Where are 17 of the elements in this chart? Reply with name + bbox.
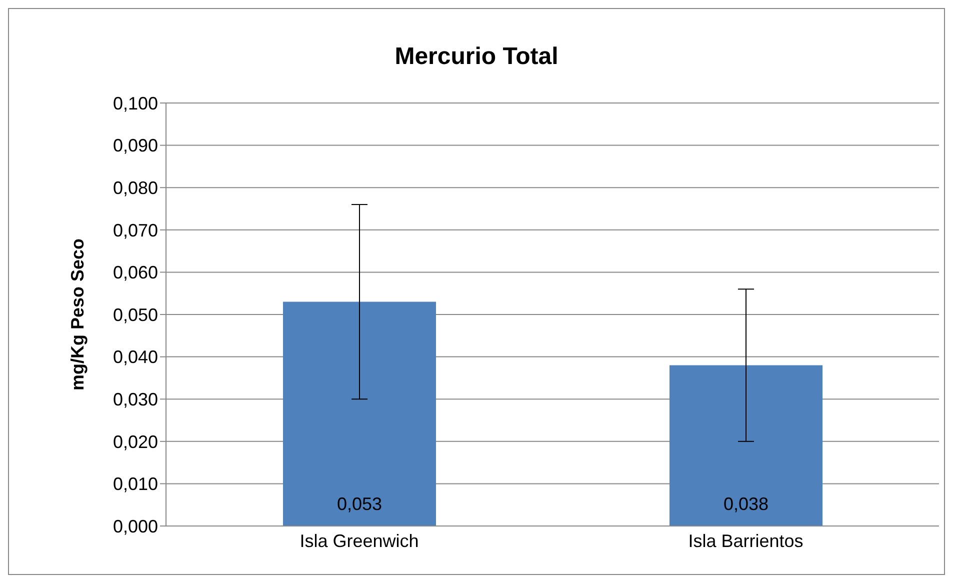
y-tick-label: 0,030 bbox=[112, 389, 158, 410]
y-tick-label: 0,040 bbox=[112, 347, 158, 368]
y-tick-label: 0,050 bbox=[112, 304, 158, 325]
y-tick-label: 0,100 bbox=[112, 93, 158, 114]
chart-title: Mercurio Total bbox=[394, 43, 560, 71]
y-tick-label: 0,090 bbox=[112, 136, 158, 156]
y-tick-label: 0,020 bbox=[112, 432, 158, 452]
y-tick-label: 0,070 bbox=[112, 220, 158, 240]
x-tick-label: Isla Greenwich bbox=[300, 530, 419, 551]
x-tick-label: Isla Barrientos bbox=[688, 530, 804, 551]
data-label: 0,038 bbox=[723, 494, 769, 514]
y-tick-label: 0,000 bbox=[112, 516, 158, 536]
y-tick-label: 0,060 bbox=[112, 262, 158, 283]
y-tick-label: 0,010 bbox=[112, 474, 158, 494]
data-label: 0,053 bbox=[336, 494, 382, 514]
y-axis-title: mg/Kg Peso Seco bbox=[67, 238, 88, 391]
y-tick-label: 0,080 bbox=[112, 178, 158, 198]
